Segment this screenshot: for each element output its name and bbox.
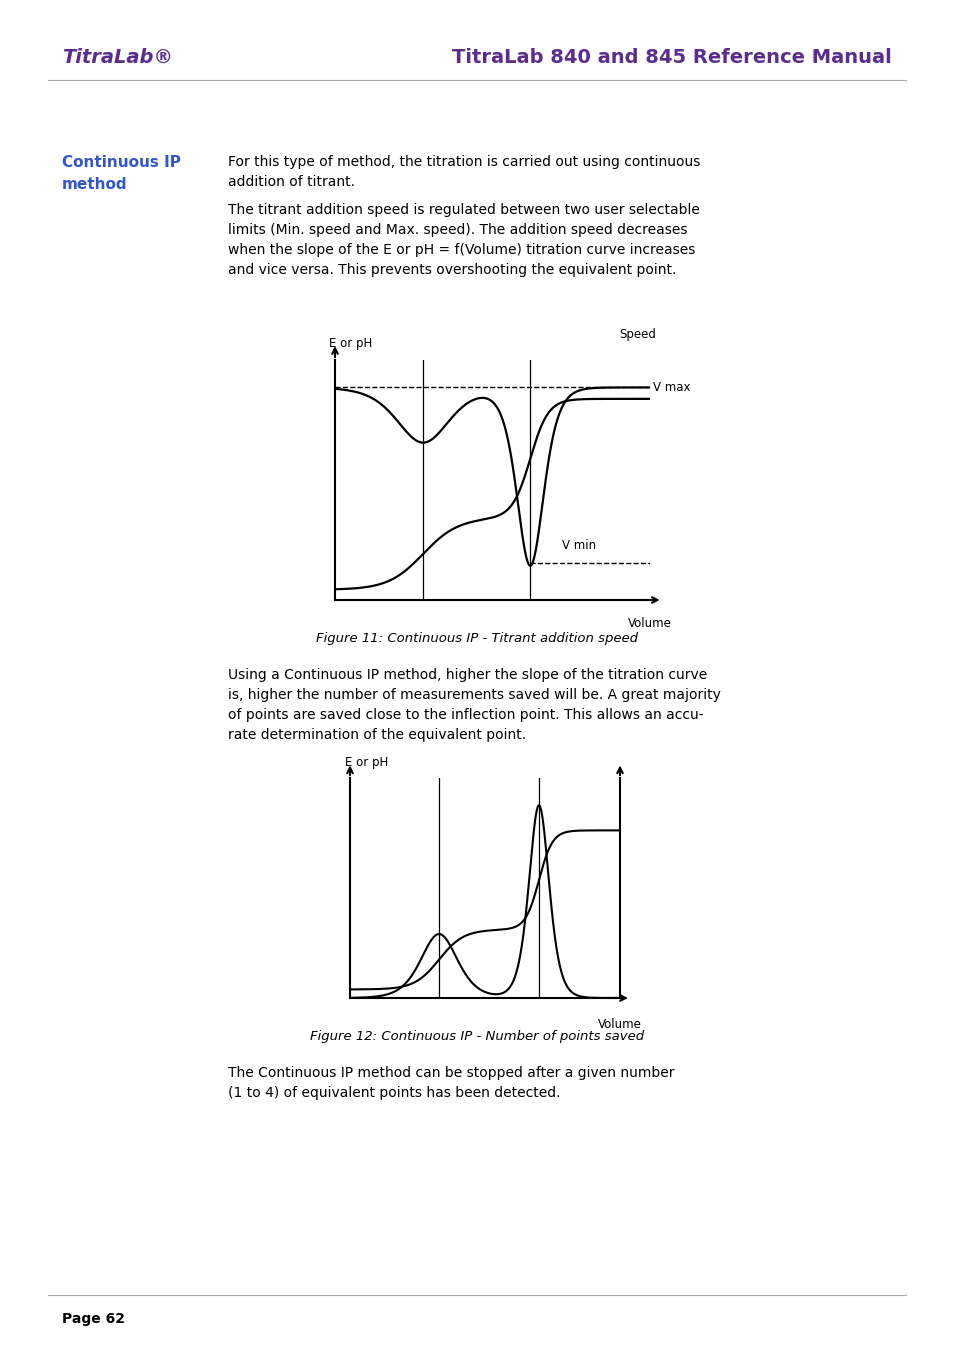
Text: TitraLab 840 and 845 Reference Manual: TitraLab 840 and 845 Reference Manual	[452, 49, 891, 68]
Text: Speed: Speed	[618, 328, 656, 340]
Text: V max: V max	[653, 381, 690, 394]
Text: TitraLab®: TitraLab®	[62, 49, 172, 68]
Text: Figure 12: Continuous IP - Number of points saved: Figure 12: Continuous IP - Number of poi…	[310, 1029, 643, 1043]
Text: Volume: Volume	[598, 1017, 641, 1031]
Text: (1 to 4) of equivalent points has been detected.: (1 to 4) of equivalent points has been d…	[228, 1086, 560, 1100]
Text: Continuous IP: Continuous IP	[62, 155, 181, 170]
Text: when the slope of the E or pH = f(Volume) titration curve increases: when the slope of the E or pH = f(Volume…	[228, 243, 695, 257]
Text: Page 62: Page 62	[62, 1312, 125, 1325]
Text: The titrant addition speed is regulated between two user selectable: The titrant addition speed is regulated …	[228, 203, 700, 218]
Text: E or pH: E or pH	[329, 338, 372, 350]
Text: addition of titrant.: addition of titrant.	[228, 176, 355, 189]
Text: rate determination of the equivalent point.: rate determination of the equivalent poi…	[228, 728, 525, 742]
Text: of points are saved close to the inflection point. This allows an accu-: of points are saved close to the inflect…	[228, 708, 703, 721]
Text: Using a Continuous IP method, higher the slope of the titration curve: Using a Continuous IP method, higher the…	[228, 667, 706, 682]
Text: limits (Min. speed and Max. speed). The addition speed decreases: limits (Min. speed and Max. speed). The …	[228, 223, 687, 236]
Text: V min: V min	[561, 539, 596, 553]
Text: method: method	[62, 177, 128, 192]
Text: is, higher the number of measurements saved will be. A great majority: is, higher the number of measurements sa…	[228, 688, 720, 703]
Text: Volume: Volume	[627, 617, 671, 630]
Text: and vice versa. This prevents overshooting the equivalent point.: and vice versa. This prevents overshooti…	[228, 263, 676, 277]
Text: E or pH: E or pH	[344, 757, 388, 769]
Text: For this type of method, the titration is carried out using continuous: For this type of method, the titration i…	[228, 155, 700, 169]
Text: Figure 11: Continuous IP - Titrant addition speed: Figure 11: Continuous IP - Titrant addit…	[315, 632, 638, 644]
Text: The Continuous IP method can be stopped after a given number: The Continuous IP method can be stopped …	[228, 1066, 674, 1079]
